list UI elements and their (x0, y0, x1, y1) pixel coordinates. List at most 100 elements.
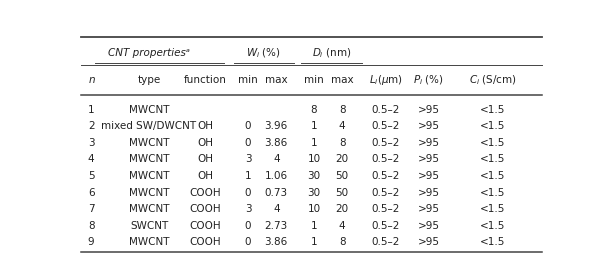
Text: 0.5–2: 0.5–2 (372, 171, 400, 181)
Text: 5: 5 (88, 171, 94, 181)
Text: MWCNT: MWCNT (129, 204, 169, 214)
Text: 0.73: 0.73 (264, 188, 288, 198)
Text: 4: 4 (339, 121, 345, 131)
Text: 1: 1 (88, 104, 94, 114)
Text: <1.5: <1.5 (480, 237, 506, 247)
Text: mixed SW/DWCNT: mixed SW/DWCNT (102, 121, 196, 131)
Text: OH: OH (198, 138, 213, 148)
Text: 3.86: 3.86 (264, 138, 288, 148)
Text: 30: 30 (308, 188, 320, 198)
Text: >95: >95 (418, 138, 440, 148)
Text: 8: 8 (339, 138, 345, 148)
Text: <1.5: <1.5 (480, 154, 506, 164)
Text: $C_i$ (S/cm): $C_i$ (S/cm) (469, 73, 517, 87)
Text: 0.5–2: 0.5–2 (372, 121, 400, 131)
Text: 4: 4 (88, 154, 94, 164)
Text: OH: OH (198, 154, 213, 164)
Text: >95: >95 (418, 171, 440, 181)
Text: 3: 3 (244, 204, 251, 214)
Text: <1.5: <1.5 (480, 138, 506, 148)
Text: OH: OH (198, 171, 213, 181)
Text: >95: >95 (418, 121, 440, 131)
Text: 10: 10 (308, 204, 320, 214)
Text: >95: >95 (418, 154, 440, 164)
Text: COOH: COOH (190, 188, 221, 198)
Text: function: function (184, 75, 227, 85)
Text: 2: 2 (88, 121, 94, 131)
Text: 0: 0 (245, 221, 251, 231)
Text: <1.5: <1.5 (480, 121, 506, 131)
Text: 10: 10 (308, 154, 320, 164)
Text: MWCNT: MWCNT (129, 138, 169, 148)
Text: 1: 1 (311, 237, 317, 247)
Text: COOH: COOH (190, 221, 221, 231)
Text: $D_i$ (nm): $D_i$ (nm) (312, 46, 351, 60)
Text: 4: 4 (273, 154, 280, 164)
Text: 0.5–2: 0.5–2 (372, 221, 400, 231)
Text: 1: 1 (311, 138, 317, 148)
Text: 50: 50 (336, 171, 349, 181)
Text: 8: 8 (339, 104, 345, 114)
Text: 0.5–2: 0.5–2 (372, 138, 400, 148)
Text: COOH: COOH (190, 204, 221, 214)
Text: >95: >95 (418, 188, 440, 198)
Text: 1.06: 1.06 (264, 171, 288, 181)
Text: 8: 8 (339, 237, 345, 247)
Text: min: min (238, 75, 258, 85)
Text: >95: >95 (418, 104, 440, 114)
Text: 8: 8 (311, 104, 317, 114)
Text: 0.5–2: 0.5–2 (372, 154, 400, 164)
Text: 0: 0 (245, 121, 251, 131)
Text: <1.5: <1.5 (480, 221, 506, 231)
Text: >95: >95 (418, 237, 440, 247)
Text: 50: 50 (336, 188, 349, 198)
Text: 3: 3 (88, 138, 94, 148)
Text: 4: 4 (339, 221, 345, 231)
Text: max: max (331, 75, 353, 85)
Text: 3.86: 3.86 (264, 237, 288, 247)
Text: MWCNT: MWCNT (129, 154, 169, 164)
Text: CNT propertiesᵃ: CNT propertiesᵃ (108, 48, 190, 58)
Text: 20: 20 (336, 154, 349, 164)
Text: 20: 20 (336, 204, 349, 214)
Text: 1: 1 (311, 121, 317, 131)
Text: MWCNT: MWCNT (129, 171, 169, 181)
Text: 3: 3 (244, 154, 251, 164)
Text: >95: >95 (418, 204, 440, 214)
Text: <1.5: <1.5 (480, 188, 506, 198)
Text: 0.5–2: 0.5–2 (372, 204, 400, 214)
Text: 30: 30 (308, 171, 320, 181)
Text: 1: 1 (311, 221, 317, 231)
Text: 6: 6 (88, 188, 94, 198)
Text: 7: 7 (88, 204, 94, 214)
Text: >95: >95 (418, 221, 440, 231)
Text: 0: 0 (245, 188, 251, 198)
Text: $P_i$ (%): $P_i$ (%) (413, 73, 444, 87)
Text: $n$: $n$ (88, 75, 95, 85)
Text: <1.5: <1.5 (480, 104, 506, 114)
Text: 1: 1 (244, 171, 251, 181)
Text: MWCNT: MWCNT (129, 237, 169, 247)
Text: $W_i$ (%): $W_i$ (%) (246, 46, 281, 60)
Text: 0.5–2: 0.5–2 (372, 188, 400, 198)
Text: 0: 0 (245, 138, 251, 148)
Text: 9: 9 (88, 237, 94, 247)
Text: MWCNT: MWCNT (129, 188, 169, 198)
Text: max: max (265, 75, 288, 85)
Text: OH: OH (198, 121, 213, 131)
Text: 0.5–2: 0.5–2 (372, 237, 400, 247)
Text: 0.5–2: 0.5–2 (372, 104, 400, 114)
Text: 2.73: 2.73 (264, 221, 288, 231)
Text: min: min (304, 75, 324, 85)
Text: 3.96: 3.96 (264, 121, 288, 131)
Text: $L_i$($\mu$m): $L_i$($\mu$m) (369, 73, 403, 87)
Text: 8: 8 (88, 221, 94, 231)
Text: COOH: COOH (190, 237, 221, 247)
Text: 4: 4 (273, 204, 280, 214)
Text: type: type (137, 75, 161, 85)
Text: SWCNT: SWCNT (130, 221, 168, 231)
Text: <1.5: <1.5 (480, 204, 506, 214)
Text: MWCNT: MWCNT (129, 104, 169, 114)
Text: 0: 0 (245, 237, 251, 247)
Text: <1.5: <1.5 (480, 171, 506, 181)
